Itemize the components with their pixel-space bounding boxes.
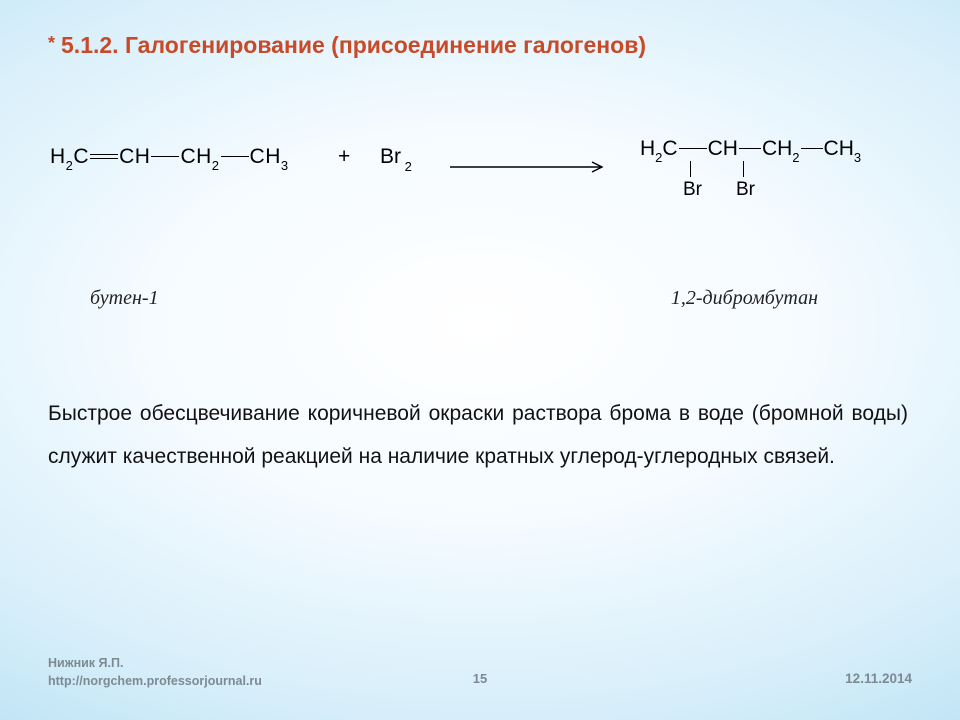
- bullet-star-icon: *: [48, 33, 55, 54]
- reaction-arrow-icon: [450, 155, 610, 179]
- author-url: http://norgchem.professorjournal.ru: [48, 673, 262, 691]
- reactant-formula: H2CCHCH2CH3: [50, 145, 289, 171]
- reactant-name: бутен-1: [90, 287, 159, 310]
- footer-date: 12.11.2014: [845, 671, 912, 686]
- product-formula: H2CCHCH2CH3: [640, 137, 861, 163]
- body-paragraph: Быстрое обесцвечивание коричневой окраск…: [48, 392, 912, 478]
- author-name: Нижник Я.П.: [48, 655, 262, 673]
- compound-labels: бутен-1 1,2-дибромбутан: [48, 287, 912, 310]
- title-text: 5.1.2. Галогенирование (присоединение га…: [61, 32, 646, 59]
- slide: * 5.1.2. Галогенирование (присоединение …: [0, 0, 960, 720]
- br-substituent-1: Br: [683, 179, 702, 201]
- reaction-scheme: H2CCHCH2CH3 + Br 2 H2CCHCH2CH3 Br Br: [48, 137, 912, 237]
- reagent-br2: Br 2: [380, 145, 412, 171]
- plus-sign: +: [338, 145, 350, 169]
- product-name: 1,2-дибромбутан: [671, 287, 818, 310]
- page-number: 15: [473, 671, 487, 686]
- br-substituent-2: Br: [736, 179, 755, 201]
- section-title: * 5.1.2. Галогенирование (присоединение …: [48, 32, 912, 59]
- footer-author: Нижник Я.П. http://norgchem.professorjou…: [48, 655, 262, 690]
